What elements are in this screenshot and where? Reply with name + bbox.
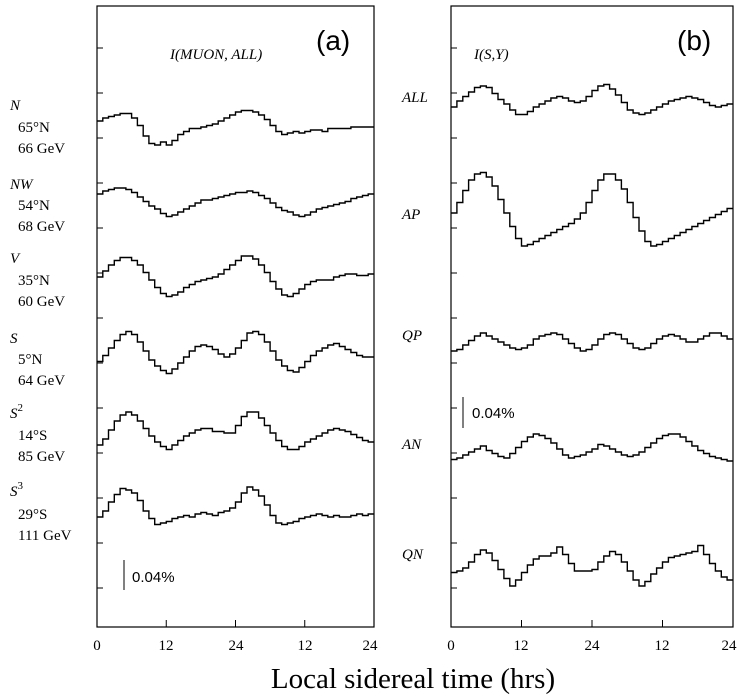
trace-a-s <box>97 330 374 375</box>
panel-a-tag: (a) <box>316 25 350 56</box>
trace-a-n <box>97 109 374 146</box>
row-label-n-latitude: 65°N <box>18 120 50 136</box>
panel-a-ticks <box>96 47 375 627</box>
x-tick-label-b-36: 12 <box>655 638 670 654</box>
panel-b-tag: (b) <box>677 25 711 56</box>
row-label-qn: QN <box>402 547 424 563</box>
x-axis-title: Local sidereal time (hrs) <box>271 663 555 695</box>
panel-b-traces <box>451 83 733 587</box>
row-label-s2-latitude: 14°S <box>18 428 47 444</box>
row-label-s2-energy: 85 GeV <box>18 449 65 465</box>
x-tick-label-a-36: 12 <box>298 638 313 654</box>
trace-b-qn <box>451 544 733 587</box>
trace-b-qp <box>451 332 733 352</box>
row-label-v: V <box>10 251 21 267</box>
x-tick-label-b-12: 12 <box>514 638 529 654</box>
x-tick-label-b-48: 24 <box>722 638 738 654</box>
panel-a-quantity: I(MUON, ALL) <box>169 47 262 63</box>
panel-b-ticks <box>450 47 734 627</box>
panel-b-quantity: I(S,Y) <box>473 47 509 63</box>
panel-a-row-labels: N 65°N 66 GeV NW 54°N 68 GeV V 35°N 60 G… <box>9 98 72 544</box>
row-label-s3-latitude: 29°S <box>18 507 47 523</box>
row-label-nw: NW <box>9 177 34 193</box>
panel-b: (b) I(S,Y) 0.04% <box>450 5 734 628</box>
x-tick-label-a-12: 12 <box>159 638 174 654</box>
row-label-n: N <box>9 98 21 114</box>
trace-b-ap <box>451 171 733 247</box>
panel-b-row-labels: ALL AP QP AN QN <box>401 90 428 563</box>
trace-a-v <box>97 255 374 298</box>
x-tick-label-a-0: 0 <box>93 638 101 654</box>
trace-a-s-2 <box>97 411 374 451</box>
row-label-all: ALL <box>401 90 428 106</box>
x-tick-label-b-24: 24 <box>585 638 601 654</box>
trace-b-an <box>451 433 733 462</box>
x-tick-label-b-0: 0 <box>447 638 455 654</box>
row-label-v-latitude: 35°N <box>18 273 50 289</box>
row-label-s-energy: 64 GeV <box>18 373 65 389</box>
row-label-s3: S3 <box>10 480 24 500</box>
row-label-s: S <box>10 331 18 347</box>
trace-a-s-3 <box>97 486 374 526</box>
row-label-qp: QP <box>402 328 422 344</box>
row-label-n-energy: 66 GeV <box>18 141 65 157</box>
row-label-s3-energy: 111 GeV <box>18 528 72 544</box>
row-label-nw-latitude: 54°N <box>18 198 50 214</box>
row-label-s2: S2 <box>10 402 23 422</box>
trace-a-nw <box>97 187 374 218</box>
panel-a-scale-label: 0.04% <box>132 569 175 586</box>
x-tick-labels: 0 12 24 12 24 0 12 24 12 24 <box>93 638 737 654</box>
panel-a-traces <box>97 109 374 526</box>
panel-a-frame <box>96 5 375 628</box>
panel-b-scale-label: 0.04% <box>472 405 515 422</box>
x-tick-label-a-24: 24 <box>229 638 245 654</box>
panel-b-frame <box>450 5 734 628</box>
row-label-v-energy: 60 GeV <box>18 294 65 310</box>
row-label-s-latitude: 5°N <box>18 352 42 368</box>
row-label-nw-energy: 68 GeV <box>18 219 65 235</box>
row-label-ap: AP <box>401 207 420 223</box>
x-tick-label-a-48: 24 <box>363 638 379 654</box>
trace-b-all <box>451 83 733 116</box>
panel-a: (a) I(MUON, ALL) 0.04% <box>96 5 375 628</box>
row-label-an: AN <box>401 437 422 453</box>
